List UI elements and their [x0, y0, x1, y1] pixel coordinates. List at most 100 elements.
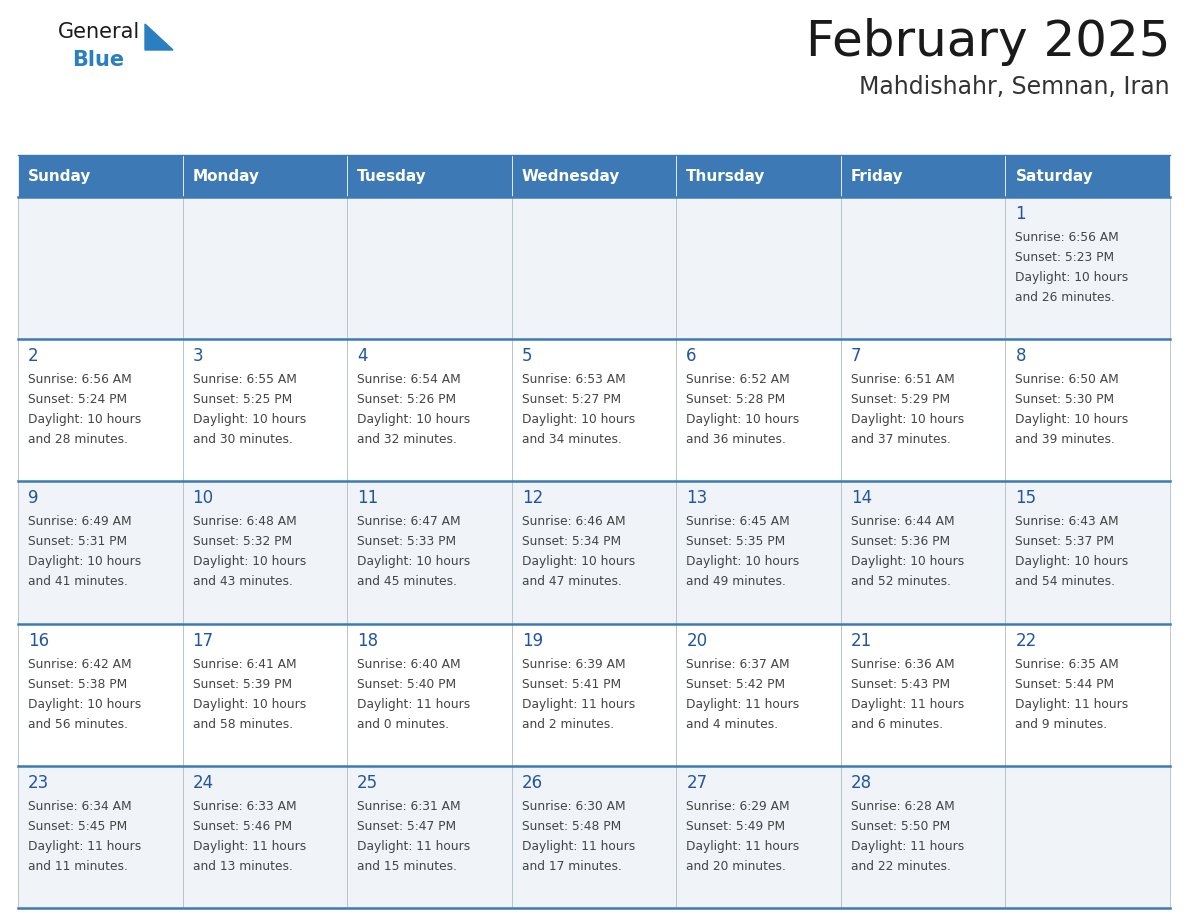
Text: Sunrise: 6:53 AM: Sunrise: 6:53 AM	[522, 374, 625, 386]
Text: Sunset: 5:42 PM: Sunset: 5:42 PM	[687, 677, 785, 690]
Text: and 20 minutes.: and 20 minutes.	[687, 860, 786, 873]
Text: 16: 16	[29, 632, 49, 650]
Text: Sunrise: 6:40 AM: Sunrise: 6:40 AM	[358, 657, 461, 671]
Text: and 34 minutes.: and 34 minutes.	[522, 433, 621, 446]
Text: Sunset: 5:34 PM: Sunset: 5:34 PM	[522, 535, 621, 548]
Text: Tuesday: Tuesday	[358, 169, 426, 184]
Text: Sunrise: 6:55 AM: Sunrise: 6:55 AM	[192, 374, 297, 386]
Bar	[676, 481, 841, 623]
Text: General: General	[58, 22, 140, 42]
Text: 10: 10	[192, 489, 214, 508]
Bar	[1005, 155, 1170, 197]
Text: and 47 minutes.: and 47 minutes.	[522, 576, 621, 588]
Text: Daylight: 10 hours: Daylight: 10 hours	[1016, 555, 1129, 568]
Text: Sunset: 5:37 PM: Sunset: 5:37 PM	[1016, 535, 1114, 548]
Text: Daylight: 10 hours: Daylight: 10 hours	[192, 413, 305, 426]
Text: Sunrise: 6:35 AM: Sunrise: 6:35 AM	[1016, 657, 1119, 671]
Text: Sunset: 5:49 PM: Sunset: 5:49 PM	[687, 820, 785, 833]
Text: and 2 minutes.: and 2 minutes.	[522, 718, 614, 731]
Text: Daylight: 10 hours: Daylight: 10 hours	[1016, 413, 1129, 426]
Text: 28: 28	[851, 774, 872, 792]
Bar	[18, 766, 183, 908]
Text: Daylight: 10 hours: Daylight: 10 hours	[29, 555, 141, 568]
Bar	[1005, 623, 1170, 766]
Text: Sunset: 5:35 PM: Sunset: 5:35 PM	[687, 535, 785, 548]
Text: and 6 minutes.: and 6 minutes.	[851, 718, 943, 731]
Text: 13: 13	[687, 489, 708, 508]
Text: and 54 minutes.: and 54 minutes.	[1016, 576, 1116, 588]
Text: and 39 minutes.: and 39 minutes.	[1016, 433, 1116, 446]
Bar	[347, 766, 512, 908]
Text: and 4 minutes.: and 4 minutes.	[687, 718, 778, 731]
Text: Sunrise: 6:42 AM: Sunrise: 6:42 AM	[29, 657, 132, 671]
Text: Daylight: 11 hours: Daylight: 11 hours	[1016, 698, 1129, 711]
Text: 11: 11	[358, 489, 379, 508]
Text: Sunrise: 6:49 AM: Sunrise: 6:49 AM	[29, 515, 132, 529]
Text: and 37 minutes.: and 37 minutes.	[851, 433, 950, 446]
Bar	[841, 339, 1005, 481]
Text: Sunset: 5:24 PM: Sunset: 5:24 PM	[29, 393, 127, 406]
Text: 3: 3	[192, 347, 203, 365]
Text: 9: 9	[29, 489, 38, 508]
Text: Mahdishahr, Semnan, Iran: Mahdishahr, Semnan, Iran	[859, 75, 1170, 99]
Text: and 58 minutes.: and 58 minutes.	[192, 718, 292, 731]
Text: Sunrise: 6:28 AM: Sunrise: 6:28 AM	[851, 800, 955, 812]
Text: Sunset: 5:32 PM: Sunset: 5:32 PM	[192, 535, 292, 548]
Text: Sunset: 5:38 PM: Sunset: 5:38 PM	[29, 677, 127, 690]
Bar	[676, 339, 841, 481]
Text: Sunset: 5:40 PM: Sunset: 5:40 PM	[358, 677, 456, 690]
Text: Sunrise: 6:37 AM: Sunrise: 6:37 AM	[687, 657, 790, 671]
Text: Daylight: 11 hours: Daylight: 11 hours	[687, 840, 800, 853]
Text: Sunrise: 6:56 AM: Sunrise: 6:56 AM	[1016, 231, 1119, 244]
Bar	[841, 623, 1005, 766]
Bar	[841, 481, 1005, 623]
Text: Sunrise: 6:47 AM: Sunrise: 6:47 AM	[358, 515, 461, 529]
Text: 25: 25	[358, 774, 378, 792]
Text: and 32 minutes.: and 32 minutes.	[358, 433, 457, 446]
Text: Daylight: 10 hours: Daylight: 10 hours	[192, 698, 305, 711]
Text: Sunrise: 6:29 AM: Sunrise: 6:29 AM	[687, 800, 790, 812]
Text: Sunset: 5:44 PM: Sunset: 5:44 PM	[1016, 677, 1114, 690]
Bar	[347, 623, 512, 766]
Bar	[841, 766, 1005, 908]
Text: Daylight: 10 hours: Daylight: 10 hours	[192, 555, 305, 568]
Text: Daylight: 11 hours: Daylight: 11 hours	[192, 840, 305, 853]
Bar	[183, 623, 347, 766]
Text: and 9 minutes.: and 9 minutes.	[1016, 718, 1107, 731]
Bar	[18, 197, 183, 339]
Text: Sunset: 5:26 PM: Sunset: 5:26 PM	[358, 393, 456, 406]
Text: 21: 21	[851, 632, 872, 650]
Text: Daylight: 10 hours: Daylight: 10 hours	[851, 555, 965, 568]
Text: and 49 minutes.: and 49 minutes.	[687, 576, 786, 588]
Text: Daylight: 10 hours: Daylight: 10 hours	[522, 413, 634, 426]
Text: and 36 minutes.: and 36 minutes.	[687, 433, 786, 446]
Text: Daylight: 10 hours: Daylight: 10 hours	[358, 413, 470, 426]
Text: Sunset: 5:31 PM: Sunset: 5:31 PM	[29, 535, 127, 548]
Text: 8: 8	[1016, 347, 1026, 365]
Text: and 0 minutes.: and 0 minutes.	[358, 718, 449, 731]
Text: Sunrise: 6:48 AM: Sunrise: 6:48 AM	[192, 515, 296, 529]
Text: Sunrise: 6:31 AM: Sunrise: 6:31 AM	[358, 800, 461, 812]
Text: Sunset: 5:48 PM: Sunset: 5:48 PM	[522, 820, 621, 833]
Text: and 56 minutes.: and 56 minutes.	[29, 718, 128, 731]
Bar	[347, 339, 512, 481]
Text: Daylight: 10 hours: Daylight: 10 hours	[522, 555, 634, 568]
Text: 24: 24	[192, 774, 214, 792]
Bar	[1005, 339, 1170, 481]
Text: Sunset: 5:29 PM: Sunset: 5:29 PM	[851, 393, 950, 406]
Text: Daylight: 10 hours: Daylight: 10 hours	[687, 413, 800, 426]
Text: Daylight: 10 hours: Daylight: 10 hours	[1016, 271, 1129, 284]
Text: Sunrise: 6:33 AM: Sunrise: 6:33 AM	[192, 800, 296, 812]
Text: 5: 5	[522, 347, 532, 365]
Text: and 17 minutes.: and 17 minutes.	[522, 860, 621, 873]
Text: Sunset: 5:41 PM: Sunset: 5:41 PM	[522, 677, 621, 690]
Text: Sunrise: 6:44 AM: Sunrise: 6:44 AM	[851, 515, 954, 529]
Text: 1: 1	[1016, 205, 1026, 223]
Bar	[183, 155, 347, 197]
Text: 18: 18	[358, 632, 378, 650]
Text: Monday: Monday	[192, 169, 259, 184]
Text: Sunrise: 6:46 AM: Sunrise: 6:46 AM	[522, 515, 625, 529]
Text: 6: 6	[687, 347, 697, 365]
Text: 4: 4	[358, 347, 367, 365]
Text: Daylight: 11 hours: Daylight: 11 hours	[851, 698, 965, 711]
